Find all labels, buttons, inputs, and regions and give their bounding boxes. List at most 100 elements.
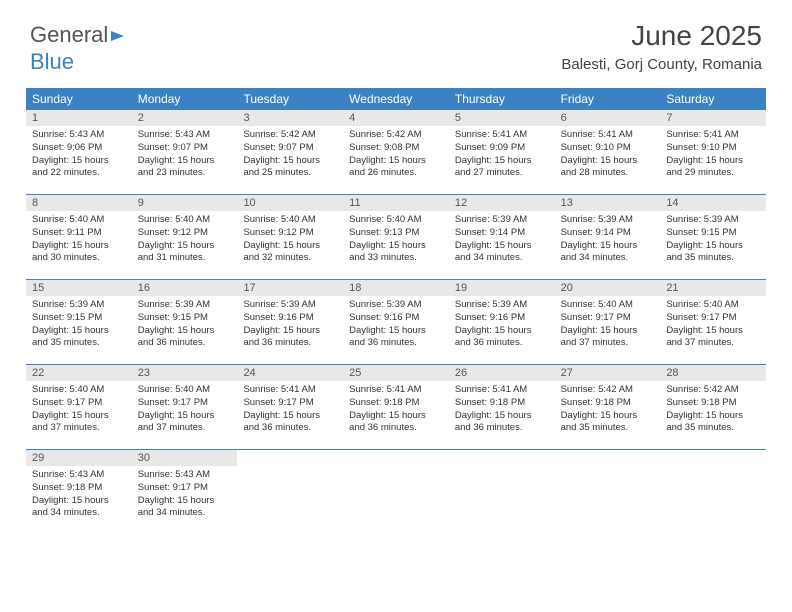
day-body: Sunrise: 5:40 AMSunset: 9:12 PMDaylight:… <box>237 211 343 271</box>
day-number: 20 <box>555 280 661 296</box>
day-number: 12 <box>449 195 555 211</box>
day-number: 2 <box>132 110 238 126</box>
day-body: Sunrise: 5:40 AMSunset: 9:17 PMDaylight:… <box>555 296 661 356</box>
day-body: Sunrise: 5:39 AMSunset: 9:15 PMDaylight:… <box>132 296 238 356</box>
day-body: Sunrise: 5:39 AMSunset: 9:15 PMDaylight:… <box>26 296 132 356</box>
day-body: Sunrise: 5:43 AMSunset: 9:07 PMDaylight:… <box>132 126 238 186</box>
day-body: Sunrise: 5:39 AMSunset: 9:16 PMDaylight:… <box>343 296 449 356</box>
calendar-header-cell: Saturday <box>660 88 766 110</box>
day-number: 6 <box>555 110 661 126</box>
day-number: 30 <box>132 450 238 466</box>
calendar-day-cell: 23Sunrise: 5:40 AMSunset: 9:17 PMDayligh… <box>132 365 238 449</box>
day-number: 28 <box>660 365 766 381</box>
calendar-day-cell: 21Sunrise: 5:40 AMSunset: 9:17 PMDayligh… <box>660 280 766 364</box>
calendar-day-cell: 3Sunrise: 5:42 AMSunset: 9:07 PMDaylight… <box>237 110 343 194</box>
day-body: Sunrise: 5:39 AMSunset: 9:14 PMDaylight:… <box>449 211 555 271</box>
day-number: 7 <box>660 110 766 126</box>
calendar-day-cell: . <box>555 450 661 534</box>
calendar-day-cell: 8Sunrise: 5:40 AMSunset: 9:11 PMDaylight… <box>26 195 132 279</box>
calendar-day-cell: . <box>660 450 766 534</box>
day-number: 15 <box>26 280 132 296</box>
calendar-day-cell: 19Sunrise: 5:39 AMSunset: 9:16 PMDayligh… <box>449 280 555 364</box>
day-body: Sunrise: 5:39 AMSunset: 9:15 PMDaylight:… <box>660 211 766 271</box>
day-number: 22 <box>26 365 132 381</box>
day-number: 25 <box>343 365 449 381</box>
day-number: 21 <box>660 280 766 296</box>
logo: General Blue <box>30 22 128 75</box>
day-body: Sunrise: 5:41 AMSunset: 9:10 PMDaylight:… <box>660 126 766 186</box>
calendar-week-row: 22Sunrise: 5:40 AMSunset: 9:17 PMDayligh… <box>26 365 766 450</box>
day-number: 29 <box>26 450 132 466</box>
day-body: Sunrise: 5:42 AMSunset: 9:18 PMDaylight:… <box>660 381 766 441</box>
day-body: Sunrise: 5:43 AMSunset: 9:17 PMDaylight:… <box>132 466 238 526</box>
calendar-day-cell: 16Sunrise: 5:39 AMSunset: 9:15 PMDayligh… <box>132 280 238 364</box>
day-number: 8 <box>26 195 132 211</box>
calendar-day-cell: 27Sunrise: 5:42 AMSunset: 9:18 PMDayligh… <box>555 365 661 449</box>
day-body: Sunrise: 5:39 AMSunset: 9:16 PMDaylight:… <box>237 296 343 356</box>
day-body: Sunrise: 5:41 AMSunset: 9:18 PMDaylight:… <box>449 381 555 441</box>
calendar-day-cell: 13Sunrise: 5:39 AMSunset: 9:14 PMDayligh… <box>555 195 661 279</box>
day-number: 16 <box>132 280 238 296</box>
calendar-week-row: 8Sunrise: 5:40 AMSunset: 9:11 PMDaylight… <box>26 195 766 280</box>
day-body: Sunrise: 5:40 AMSunset: 9:17 PMDaylight:… <box>26 381 132 441</box>
calendar-header-cell: Tuesday <box>237 88 343 110</box>
calendar-header-cell: Monday <box>132 88 238 110</box>
month-title: June 2025 <box>561 20 762 52</box>
calendar-day-cell: 26Sunrise: 5:41 AMSunset: 9:18 PMDayligh… <box>449 365 555 449</box>
day-number: 4 <box>343 110 449 126</box>
calendar-day-cell: 2Sunrise: 5:43 AMSunset: 9:07 PMDaylight… <box>132 110 238 194</box>
day-number: 27 <box>555 365 661 381</box>
calendar-day-cell: 18Sunrise: 5:39 AMSunset: 9:16 PMDayligh… <box>343 280 449 364</box>
logo-text-2: Blue <box>30 49 74 74</box>
day-body: Sunrise: 5:41 AMSunset: 9:18 PMDaylight:… <box>343 381 449 441</box>
day-number: 11 <box>343 195 449 211</box>
day-number: 5 <box>449 110 555 126</box>
day-number: 10 <box>237 195 343 211</box>
calendar-day-cell: 29Sunrise: 5:43 AMSunset: 9:18 PMDayligh… <box>26 450 132 534</box>
day-number: 13 <box>555 195 661 211</box>
calendar-day-cell: 1Sunrise: 5:43 AMSunset: 9:06 PMDaylight… <box>26 110 132 194</box>
day-number: 24 <box>237 365 343 381</box>
calendar-day-cell: 9Sunrise: 5:40 AMSunset: 9:12 PMDaylight… <box>132 195 238 279</box>
day-number: 26 <box>449 365 555 381</box>
calendar-day-cell: 25Sunrise: 5:41 AMSunset: 9:18 PMDayligh… <box>343 365 449 449</box>
calendar-day-cell: 7Sunrise: 5:41 AMSunset: 9:10 PMDaylight… <box>660 110 766 194</box>
calendar-day-cell: 28Sunrise: 5:42 AMSunset: 9:18 PMDayligh… <box>660 365 766 449</box>
day-body: Sunrise: 5:39 AMSunset: 9:16 PMDaylight:… <box>449 296 555 356</box>
calendar-day-cell: 10Sunrise: 5:40 AMSunset: 9:12 PMDayligh… <box>237 195 343 279</box>
calendar-header-cell: Wednesday <box>343 88 449 110</box>
calendar-header-cell: Friday <box>555 88 661 110</box>
calendar-day-cell: . <box>449 450 555 534</box>
calendar-day-cell: 5Sunrise: 5:41 AMSunset: 9:09 PMDaylight… <box>449 110 555 194</box>
calendar-day-cell: . <box>237 450 343 534</box>
day-number: 23 <box>132 365 238 381</box>
calendar-day-cell: 4Sunrise: 5:42 AMSunset: 9:08 PMDaylight… <box>343 110 449 194</box>
day-number: 9 <box>132 195 238 211</box>
day-body: Sunrise: 5:40 AMSunset: 9:12 PMDaylight:… <box>132 211 238 271</box>
calendar-header-row: SundayMondayTuesdayWednesdayThursdayFrid… <box>26 88 766 110</box>
calendar-day-cell: 11Sunrise: 5:40 AMSunset: 9:13 PMDayligh… <box>343 195 449 279</box>
day-body: Sunrise: 5:42 AMSunset: 9:08 PMDaylight:… <box>343 126 449 186</box>
calendar-day-cell: 22Sunrise: 5:40 AMSunset: 9:17 PMDayligh… <box>26 365 132 449</box>
calendar-week-row: 1Sunrise: 5:43 AMSunset: 9:06 PMDaylight… <box>26 110 766 195</box>
day-body: Sunrise: 5:43 AMSunset: 9:18 PMDaylight:… <box>26 466 132 526</box>
logo-text-1: General <box>30 22 108 47</box>
day-number: 14 <box>660 195 766 211</box>
calendar-day-cell: 17Sunrise: 5:39 AMSunset: 9:16 PMDayligh… <box>237 280 343 364</box>
day-body: Sunrise: 5:42 AMSunset: 9:18 PMDaylight:… <box>555 381 661 441</box>
day-body: Sunrise: 5:40 AMSunset: 9:17 PMDaylight:… <box>132 381 238 441</box>
day-body: Sunrise: 5:42 AMSunset: 9:07 PMDaylight:… <box>237 126 343 186</box>
day-body: Sunrise: 5:40 AMSunset: 9:13 PMDaylight:… <box>343 211 449 271</box>
calendar-day-cell: 24Sunrise: 5:41 AMSunset: 9:17 PMDayligh… <box>237 365 343 449</box>
calendar-week-row: 15Sunrise: 5:39 AMSunset: 9:15 PMDayligh… <box>26 280 766 365</box>
day-body: Sunrise: 5:41 AMSunset: 9:17 PMDaylight:… <box>237 381 343 441</box>
calendar-header-cell: Sunday <box>26 88 132 110</box>
day-body: Sunrise: 5:40 AMSunset: 9:11 PMDaylight:… <box>26 211 132 271</box>
day-body: Sunrise: 5:41 AMSunset: 9:10 PMDaylight:… <box>555 126 661 186</box>
calendar-day-cell: 20Sunrise: 5:40 AMSunset: 9:17 PMDayligh… <box>555 280 661 364</box>
day-number: 1 <box>26 110 132 126</box>
day-body: Sunrise: 5:40 AMSunset: 9:17 PMDaylight:… <box>660 296 766 356</box>
day-number: 17 <box>237 280 343 296</box>
title-block: June 2025 Balesti, Gorj County, Romania <box>561 20 762 73</box>
calendar-day-cell: 15Sunrise: 5:39 AMSunset: 9:15 PMDayligh… <box>26 280 132 364</box>
